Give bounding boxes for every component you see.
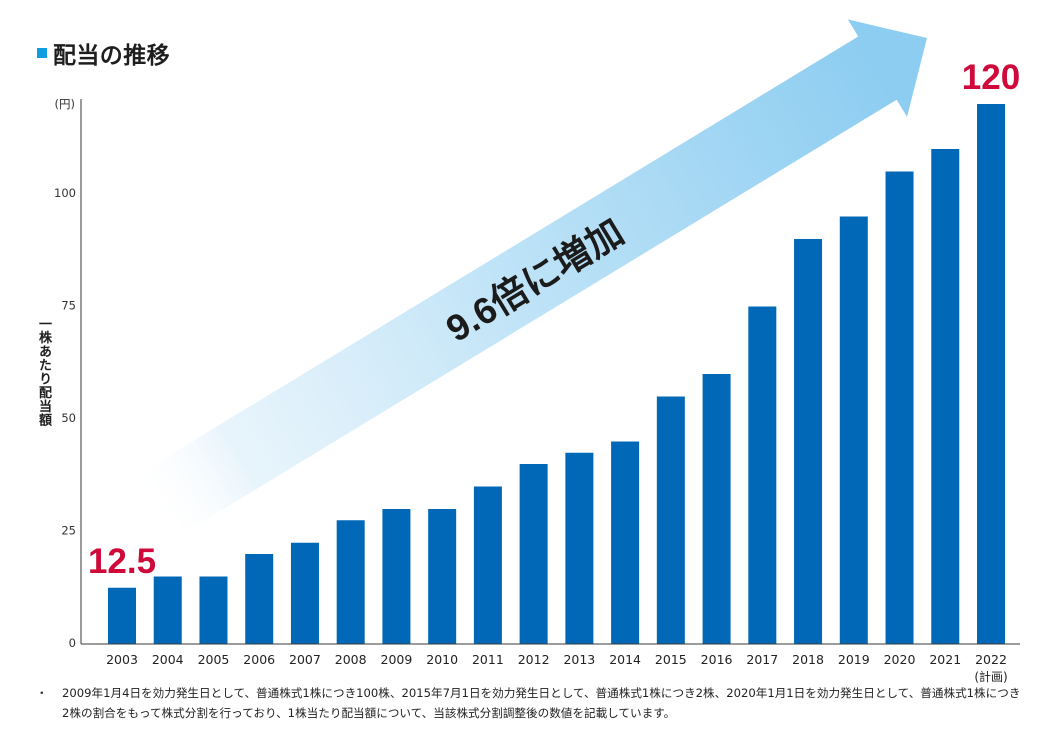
x-tick-label-2022: 2022 <box>975 652 1007 667</box>
x-tick-label-2015: 2015 <box>655 652 687 667</box>
x-tick-labels: 2003 2004 2005 2006 2007 2008 2009 2010 2011 2012… <box>106 652 1008 684</box>
y-tick-label-25: 25 <box>61 524 76 538</box>
x-tick-label-2004: 2004 <box>152 652 184 667</box>
y-tick-label-100: 100 <box>54 186 76 200</box>
x-tick-label-2019: 2019 <box>838 652 870 667</box>
bar-2019 <box>839 216 868 644</box>
bar-2008 <box>336 520 365 644</box>
x-tick-label-2008: 2008 <box>335 652 367 667</box>
y-tick-label-50: 50 <box>61 411 76 425</box>
bar-2003 <box>108 587 136 644</box>
x-tick-label-2010: 2010 <box>426 652 458 667</box>
title-square-icon <box>37 48 47 58</box>
bar-2020 <box>885 171 914 644</box>
x-tick-label-2020: 2020 <box>884 652 916 667</box>
bar-2004 <box>153 576 182 644</box>
data-label-2003: 12.5 <box>88 542 156 581</box>
x-tick-label-2005: 2005 <box>198 652 230 667</box>
bar-2009 <box>382 509 411 644</box>
y-axis-title: 一株あたり配当額 <box>36 317 51 427</box>
x-tick-label-2013: 2013 <box>563 652 595 667</box>
bar-2016 <box>702 374 731 644</box>
bar-2017 <box>748 306 777 644</box>
bar-2018 <box>794 239 823 644</box>
x-tick-label-2012: 2012 <box>518 652 550 667</box>
bar-2011 <box>473 486 502 644</box>
x-tick-label-2017: 2017 <box>746 652 778 667</box>
x-tick-label-2021: 2021 <box>929 652 961 667</box>
x-tick-label-2011: 2011 <box>472 652 504 667</box>
y-tick-labels: 0 25 50 75 100 <box>54 186 76 650</box>
bars <box>108 104 1005 644</box>
bar-2022 <box>977 104 1005 644</box>
x-tick-label-2014: 2014 <box>609 652 641 667</box>
bar-2010 <box>428 509 457 644</box>
footnote: ・ 2009年1月4日を効力発生日として、普通株式1株につき100株、2015年… <box>36 683 1020 723</box>
y-tick-label-0: 0 <box>69 636 76 650</box>
bar-2014 <box>611 441 640 644</box>
footnote-line-1: 2009年1月4日を効力発生日として、普通株式1株につき100株、2015年7月… <box>62 686 1021 700</box>
footnote-bullet: ・ <box>36 686 48 700</box>
x-tick-label-2003: 2003 <box>106 652 138 667</box>
bar-2007 <box>290 542 319 644</box>
bar-2015 <box>656 396 685 644</box>
y-tick-label-75: 75 <box>61 299 76 313</box>
growth-arrow-shape <box>130 19 927 543</box>
bar-2012 <box>519 464 548 644</box>
x-tick-label-2016: 2016 <box>701 652 733 667</box>
bar-2021 <box>931 149 960 644</box>
bar-2005 <box>199 576 228 644</box>
data-labels: 12.5 120 <box>88 58 1020 581</box>
chart-title-text: 配当の推移 <box>53 43 170 69</box>
y-axis-unit: (円) <box>55 97 75 111</box>
x-tick-label-2007: 2007 <box>289 652 321 667</box>
x-tick-label-2018: 2018 <box>792 652 824 667</box>
bar-2013 <box>565 452 594 644</box>
x-tick-label-2009: 2009 <box>381 652 413 667</box>
x-tick-note-2022: (計画) <box>974 669 1007 684</box>
footnote-line-2: 2株の割合をもって株式分割を行っており、1株当たり配当額について、当該株式分割調… <box>62 706 676 720</box>
data-label-2022: 120 <box>962 58 1020 97</box>
chart-title: 配当の推移 <box>37 38 170 69</box>
bar-2006 <box>245 554 274 644</box>
x-tick-label-2006: 2006 <box>243 652 275 667</box>
